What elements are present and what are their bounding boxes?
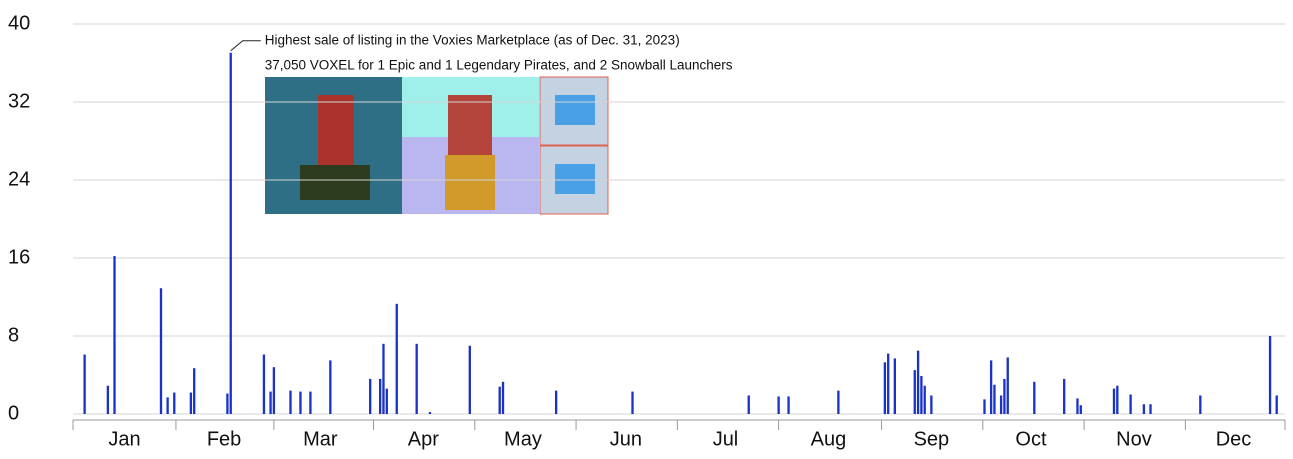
bar <box>887 354 889 414</box>
bar <box>386 389 388 414</box>
x-tick-label: Apr <box>408 428 439 450</box>
bar <box>83 355 85 414</box>
bar <box>631 392 633 414</box>
image-detail <box>300 165 370 200</box>
y-tick-label: 8 <box>8 324 19 346</box>
bar <box>1080 405 1082 414</box>
bar <box>930 395 932 414</box>
y-tick-label: 32 <box>8 90 30 112</box>
image-detail <box>318 95 354 165</box>
bar <box>469 346 471 414</box>
image-detail <box>445 155 495 210</box>
bar <box>289 391 291 414</box>
bar <box>993 385 995 414</box>
bar <box>555 391 557 414</box>
x-tick-label: Oct <box>1015 428 1047 450</box>
bar <box>1199 395 1201 414</box>
annotation: 37,050 VOXEL for 1 Epic and 1 Legendary … <box>265 57 733 72</box>
y-tick-label: 24 <box>8 168 30 190</box>
bar <box>1003 379 1005 414</box>
bar <box>193 368 195 414</box>
bar <box>917 351 919 414</box>
bar <box>379 379 381 414</box>
bar <box>1007 357 1009 414</box>
bar <box>1063 379 1065 414</box>
bar <box>173 393 175 414</box>
bar <box>499 387 501 414</box>
bar <box>777 396 779 414</box>
bar <box>113 256 115 414</box>
bar <box>920 376 922 414</box>
x-tick-label: May <box>504 428 542 450</box>
bar <box>1116 386 1118 414</box>
image-detail <box>555 95 595 125</box>
bar <box>396 304 398 414</box>
bar <box>226 394 228 414</box>
x-tick-label: Jul <box>713 428 739 450</box>
bar <box>160 288 162 414</box>
bar <box>230 53 232 414</box>
bar <box>990 360 992 414</box>
image-detail <box>448 95 492 155</box>
bar <box>1000 395 1002 414</box>
bar <box>273 367 275 414</box>
bar <box>748 395 750 414</box>
plot: 0 8 16 24 32 40 Jan Feb Mar Apr May Jun Jul Aug Sep Oct… <box>8 12 1285 450</box>
bar <box>1033 382 1035 414</box>
bar <box>263 355 265 414</box>
bar <box>429 412 431 414</box>
bar <box>914 370 916 414</box>
bar <box>190 393 192 414</box>
bar <box>299 392 301 414</box>
bar <box>837 391 839 414</box>
bar <box>894 358 896 414</box>
y-tick-label: 0 <box>8 402 19 424</box>
image-detail <box>555 164 595 194</box>
x-tick-label: Nov <box>1116 428 1152 450</box>
bar <box>787 396 789 414</box>
bar <box>1143 404 1145 414</box>
bar <box>416 344 418 414</box>
annotation: Highest sale of listing in the Voxies Ma… <box>265 32 680 47</box>
bar <box>1276 395 1278 414</box>
bar <box>1149 404 1151 414</box>
x-tick-label: Aug <box>811 428 847 450</box>
bar <box>269 392 271 414</box>
x-tick-label: Sep <box>914 428 950 450</box>
nft-images <box>265 77 608 214</box>
bar <box>369 379 371 414</box>
bar <box>502 382 504 414</box>
chart: 0 8 16 24 32 40 Jan Feb Mar Apr May Jun Jul Aug Sep Oct… <box>0 0 1293 459</box>
y-tick-label: 40 <box>8 12 30 34</box>
y-tick-label: 16 <box>8 246 30 268</box>
bar <box>329 360 331 414</box>
bar <box>382 344 384 414</box>
bar <box>983 399 985 414</box>
bar <box>924 386 926 414</box>
bar <box>884 362 886 414</box>
bar <box>107 386 109 414</box>
x-tick-label: Jan <box>108 428 140 450</box>
bar <box>1076 398 1078 414</box>
bar <box>1269 336 1271 414</box>
annotation-leader <box>231 41 261 51</box>
x-tick-label: Feb <box>207 428 241 450</box>
bar <box>166 397 168 414</box>
x-tick-label: Jun <box>610 428 642 450</box>
x-tick-label: Mar <box>303 428 338 450</box>
x-tick-label: Dec <box>1216 428 1252 450</box>
bar <box>1129 395 1131 415</box>
bar <box>1113 389 1115 414</box>
bar <box>309 392 311 414</box>
